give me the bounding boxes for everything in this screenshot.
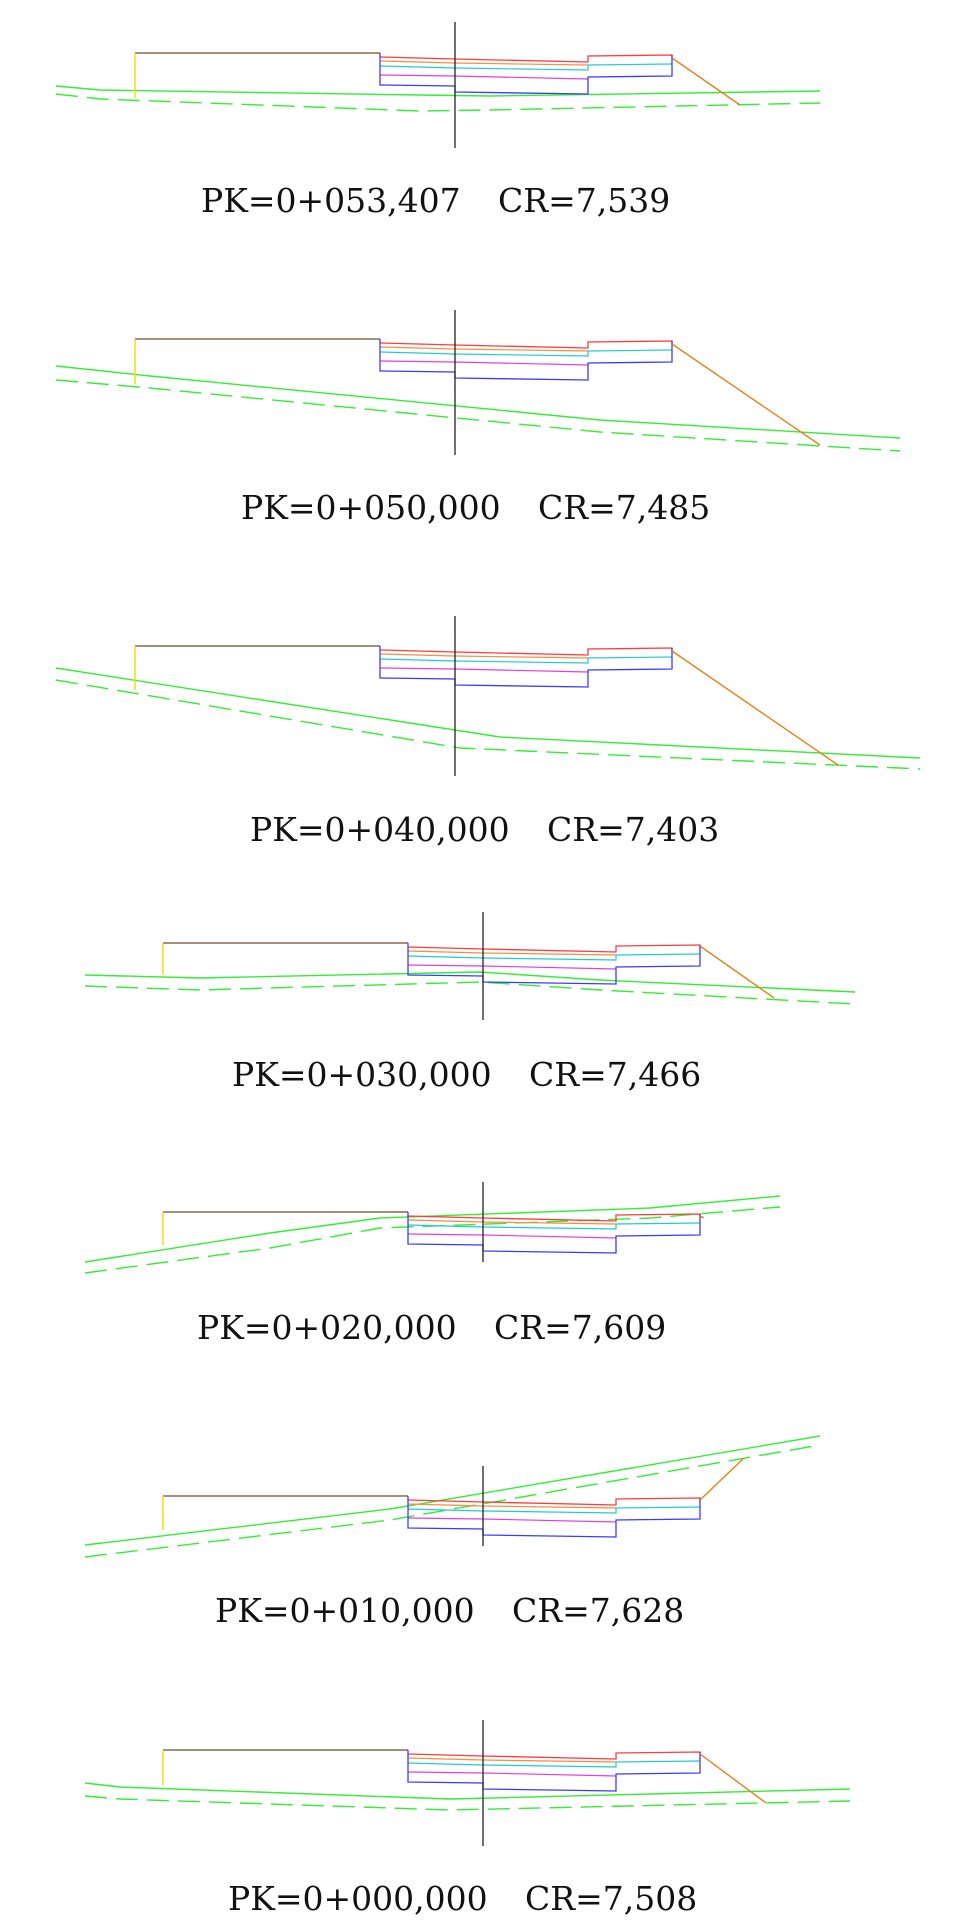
layer-magenta-line xyxy=(379,74,589,80)
terrain-line xyxy=(55,365,901,439)
slope-line xyxy=(671,650,839,766)
layer-blue-line xyxy=(407,1496,701,1538)
section-1-geometry xyxy=(55,22,821,148)
terrain-dashed-line xyxy=(55,93,821,112)
cross-section-3: PK=0+040,000 CR=7,403 xyxy=(250,810,719,849)
slope-line xyxy=(671,343,821,446)
section-7-cr-label: CR=7,508 xyxy=(525,1879,697,1918)
layer-magenta-line xyxy=(407,964,617,970)
layer-magenta-line xyxy=(379,360,589,366)
layer-blue-line xyxy=(407,1750,701,1792)
section-5-cr-label: CR=7,609 xyxy=(494,1308,666,1347)
layer-red-line xyxy=(407,944,701,953)
terrain-dashed-line xyxy=(84,981,856,1005)
cross-section-2: PK=0+050,000 CR=7,485 xyxy=(241,488,710,527)
layer-red-line xyxy=(379,54,673,63)
section-7-pk-label: PK=0+000,000 xyxy=(228,1879,488,1918)
layer-cyan-line xyxy=(407,1506,701,1514)
section-4-geometry xyxy=(84,912,856,1020)
slope-line xyxy=(699,1215,705,1219)
terrain-dashed-line xyxy=(84,1795,851,1811)
terrain-dashed-line xyxy=(55,379,901,452)
section-4-cr-label: CR=7,466 xyxy=(529,1055,701,1094)
section-2-geometry xyxy=(55,310,901,455)
cross-section-6: PK=0+010,000 CR=7,628 xyxy=(215,1591,684,1630)
layer-blue-line xyxy=(407,943,701,985)
terrain-line xyxy=(84,1782,851,1800)
layer-cyan-line xyxy=(407,1760,701,1768)
section-6-geometry xyxy=(84,1435,821,1558)
terrain-dashed-line xyxy=(84,1444,821,1558)
slope-line xyxy=(699,945,775,999)
layer-blue-line xyxy=(379,339,673,381)
terrain-line xyxy=(55,667,921,759)
cross-section-4: PK=0+030,000 CR=7,466 xyxy=(232,1055,701,1094)
layer-magenta-line xyxy=(379,667,589,673)
section-7-geometry xyxy=(84,1720,851,1846)
section-3-cr-label: CR=7,403 xyxy=(547,810,719,849)
layer-blue-line xyxy=(407,1212,701,1254)
layer-red-line xyxy=(407,1751,701,1760)
layer-magenta-line xyxy=(407,1517,617,1523)
layer-cyan-line xyxy=(407,1222,701,1230)
layer-blue-line xyxy=(379,53,673,95)
terrain-line xyxy=(84,1195,781,1263)
cross-section-7: PK=0+000,000 CR=7,508 xyxy=(228,1879,697,1918)
cross-section-1: PK=0+053,407 CR=7,539 xyxy=(201,181,670,220)
section-6-pk-label: PK=0+010,000 xyxy=(215,1591,475,1630)
section-5-geometry xyxy=(84,1182,781,1274)
layer-magenta-line xyxy=(407,1771,617,1777)
terrain-line xyxy=(55,85,821,97)
layer-cyan-line xyxy=(407,953,701,961)
terrain-dashed-line xyxy=(55,679,921,770)
layer-red-line xyxy=(379,340,673,349)
terrain-line xyxy=(84,1435,821,1546)
slope-line xyxy=(671,57,741,106)
section-2-pk-label: PK=0+050,000 xyxy=(241,488,501,527)
slope-line xyxy=(699,1753,767,1804)
section-3-geometry xyxy=(55,616,921,776)
layer-cyan-line xyxy=(379,63,673,71)
section-6-cr-label: CR=7,628 xyxy=(512,1591,684,1630)
slope-line xyxy=(699,1457,745,1501)
section-2-cr-label: CR=7,485 xyxy=(538,488,710,527)
layer-blue-line xyxy=(379,646,673,688)
terrain-line xyxy=(84,971,856,993)
section-1-cr-label: CR=7,539 xyxy=(498,181,670,220)
layer-cyan-line xyxy=(379,656,673,664)
layer-red-line xyxy=(379,647,673,656)
cross-section-5: PK=0+020,000 CR=7,609 xyxy=(197,1308,666,1347)
section-5-pk-label: PK=0+020,000 xyxy=(197,1308,457,1347)
terrain-dashed-line xyxy=(84,1206,781,1274)
section-1-pk-label: PK=0+053,407 xyxy=(201,181,461,220)
layer-magenta-line xyxy=(407,1233,617,1239)
section-3-pk-label: PK=0+040,000 xyxy=(250,810,510,849)
section-4-pk-label: PK=0+030,000 xyxy=(232,1055,492,1094)
layer-cyan-line xyxy=(379,349,673,357)
